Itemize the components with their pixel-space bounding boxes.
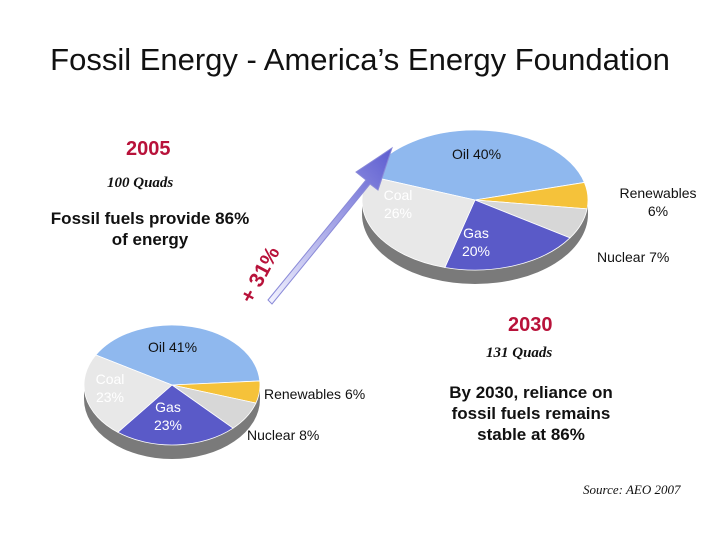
slice-2030-gas [117, 384, 234, 446]
slice-label-2005-nuclear: Nuclear 7% [597, 249, 670, 265]
fossil-note-2030: By 2030, reliance on fossil fuels remain… [449, 383, 613, 444]
year-2005: 2005 [126, 138, 171, 160]
source-note: Source: AEO 2007 [583, 482, 681, 497]
slice-label-2005-gas: Gas 20% [461, 225, 491, 259]
slice-2005-gas [444, 199, 571, 271]
slice-2030-oil [95, 324, 261, 386]
slice-label-2030-gas: Gas 23% [153, 399, 183, 433]
slice-label-2005-coal: Coal 26% [383, 187, 413, 221]
slide-title: Fossil Energy - America’s Energy Foundat… [50, 42, 670, 77]
fossil-note-2005: Fossil fuels provide 86% of energy [50, 209, 250, 249]
slice-label-2030-coal: Coal 23% [95, 371, 125, 405]
slice-label-2030-renewables: Renewables 6% [264, 386, 366, 402]
growth-arrow [267, 146, 393, 305]
slice-label-2005-renewables: Renewables 6% [619, 185, 697, 219]
pie-chart-2005 [361, 129, 589, 284]
slice-label-2030-nuclear: Nuclear 8% [247, 427, 320, 443]
year-2030: 2030 [508, 314, 553, 336]
slice-2030-coal [83, 354, 173, 433]
quads-2030: 131 Quads [486, 345, 553, 361]
slice-label-2005-oil: Oil 40% [452, 146, 502, 162]
slice-label-2030-oil: Oil 41% [148, 339, 198, 355]
pie-chart-2030 [83, 324, 261, 459]
quads-2005: 100 Quads [107, 175, 174, 191]
